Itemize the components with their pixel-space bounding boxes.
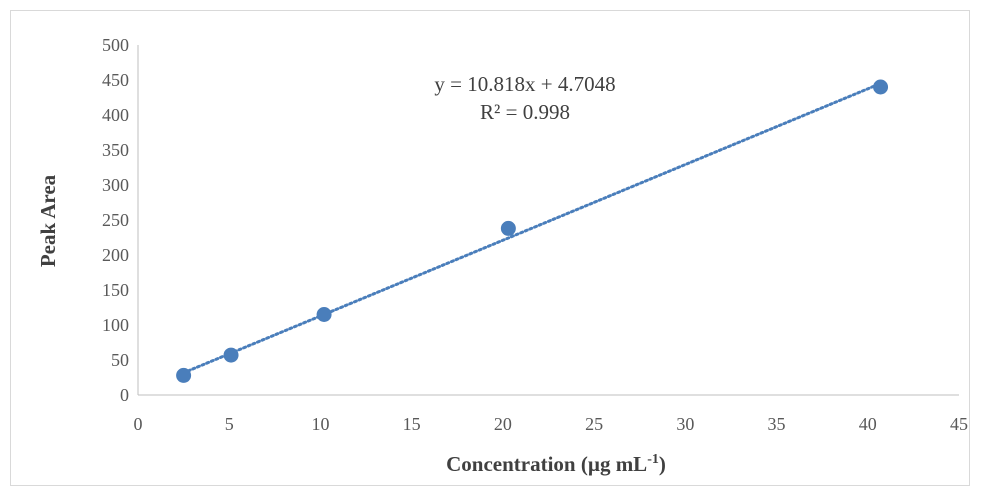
x-tick-label: 25 [585,414,603,434]
y-tick-label: 200 [102,245,129,265]
y-tick-label: 0 [120,385,129,405]
y-tick-label: 150 [102,280,129,300]
data-point [176,367,192,383]
x-axis-title: Concentration (µg mL-1) [446,452,666,476]
y-tick-label: 50 [111,350,129,370]
y-tick-label: 400 [102,105,129,125]
x-axis-title-main: Concentration (µg mL [446,452,647,476]
data-point [500,220,516,236]
trendline-equation: y = 10.818x + 4.7048 [434,72,615,96]
x-axis-title-superscript: -1 [647,452,659,467]
chart-svg: 0 5 10 15 20 25 30 35 40 450501001502002503003504… [36,35,968,476]
r-squared-label: R² = 0.998 [480,100,570,124]
y-tick-label: 300 [102,175,129,195]
x-tick-label: 30 [676,414,694,434]
y-tick-label: 100 [102,315,129,335]
y-tick-label: 450 [102,70,129,90]
data-point [873,79,889,95]
x-tick-label: 35 [768,414,786,434]
data-point [223,347,239,363]
x-tick-label: 45 [950,414,968,434]
y-tick-label: 350 [102,140,129,160]
x-tick-label: 20 [494,414,512,434]
data-points-layer [176,79,889,383]
x-tick-label: 0 [134,414,143,434]
x-axis-title-close: ) [659,452,666,476]
chart-frame: 0 5 10 15 20 25 30 35 40 45 0 50 100 150 200 250 300 350 4… [10,10,970,486]
trendline [182,82,883,375]
x-tick-label: 10 [311,414,329,434]
y-tick-label: 500 [102,35,129,55]
x-tick-label: 40 [859,414,877,434]
y-tick-label: 250 [102,210,129,230]
data-point [316,307,332,322]
tick-labels-layer: 0 5 10 15 20 25 30 35 40 450501001502002503003504… [102,35,968,434]
x-tick-label: 5 [225,414,234,434]
axes-layer [137,45,959,396]
y-axis-title: Peak Area [36,174,60,267]
x-tick-label: 15 [403,414,421,434]
trendline-layer [182,82,883,375]
